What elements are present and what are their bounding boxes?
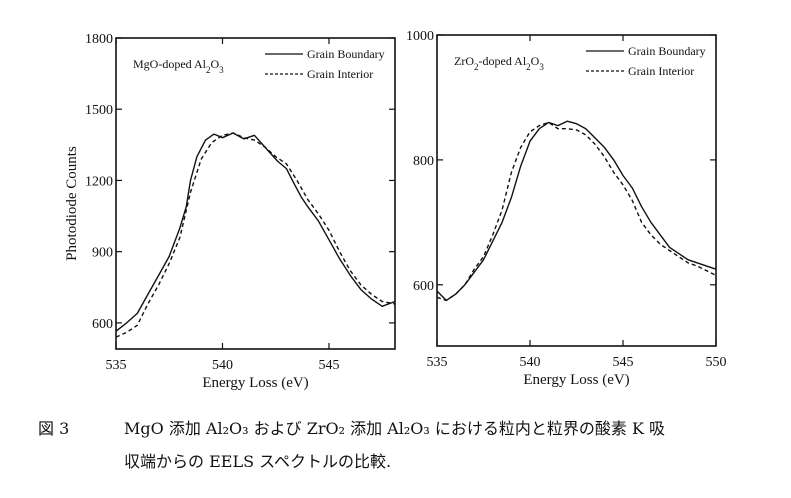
caption-line-2: 収端からの EELS スペクトルの比較.: [124, 452, 392, 471]
x-tick-label: 545: [318, 358, 339, 373]
subscript: 2: [206, 65, 211, 75]
series-line-grain-boundary: [436, 120, 717, 302]
plot-frame: [436, 34, 717, 347]
series-line-grain-boundary: [115, 132, 396, 332]
legend-label: Grain Interior: [307, 67, 373, 81]
chart-panel-2: 535 540 545 550 600 800 1000 Energy Loss (eV) Zr…: [406, 29, 727, 388]
x-tick-label: 545: [613, 355, 634, 370]
subscript: 2: [526, 62, 531, 72]
figure: 535 540 545 600 900 1200 1500 1800 Energy Loss (…: [64, 29, 727, 391]
y-axis-label: Photodiode Counts: [64, 146, 80, 261]
x-tick-label: 535: [106, 358, 127, 373]
series-line-grain-interior: [115, 132, 396, 338]
subscript: 3: [539, 62, 544, 72]
legend-label: Grain Boundary: [307, 47, 385, 61]
panel-label: ZrO2-doped Al2O3: [454, 54, 544, 72]
figure-number: 図 3: [38, 419, 70, 438]
legend-label: Grain Interior: [628, 64, 694, 78]
x-axis-label: Energy Loss (eV): [202, 375, 308, 391]
x-tick-label: 535: [427, 355, 448, 370]
y-tick-label: 1000: [406, 29, 434, 44]
x-tick-label: 540: [212, 358, 233, 373]
y-tick-label: 1200: [85, 174, 113, 189]
y-tick-label: 600: [413, 279, 434, 294]
label-part: O: [531, 54, 540, 68]
legend-label: Grain Boundary: [628, 44, 706, 58]
y-tick-label: 600: [92, 317, 113, 332]
y-tick-label: 1800: [85, 32, 113, 47]
label-part: O: [211, 57, 220, 71]
chart-panel-1: 535 540 545 600 900 1200 1500 1800 Energy Loss (…: [64, 32, 396, 391]
panel-label: MgO-doped Al2O3: [133, 57, 224, 75]
x-tick-label: 550: [706, 355, 727, 370]
label-part: ZrO: [454, 54, 474, 68]
plot-frame: [115, 37, 396, 350]
caption-line-1: MgO 添加 Al₂O₃ および ZrO₂ 添加 Al₂O₃ における粒内と粒界…: [124, 419, 666, 438]
y-tick-label: 900: [92, 246, 113, 261]
subscript: 2: [474, 62, 479, 72]
series-line-grain-interior: [436, 121, 717, 302]
label-part: MgO-doped Al: [133, 57, 207, 71]
y-tick-label: 1500: [85, 103, 113, 118]
subscript: 3: [219, 65, 224, 75]
y-tick-label: 800: [413, 154, 434, 169]
x-axis-label: Energy Loss (eV): [523, 372, 629, 388]
label-part: -doped Al: [479, 54, 527, 68]
x-tick-label: 540: [520, 355, 541, 370]
